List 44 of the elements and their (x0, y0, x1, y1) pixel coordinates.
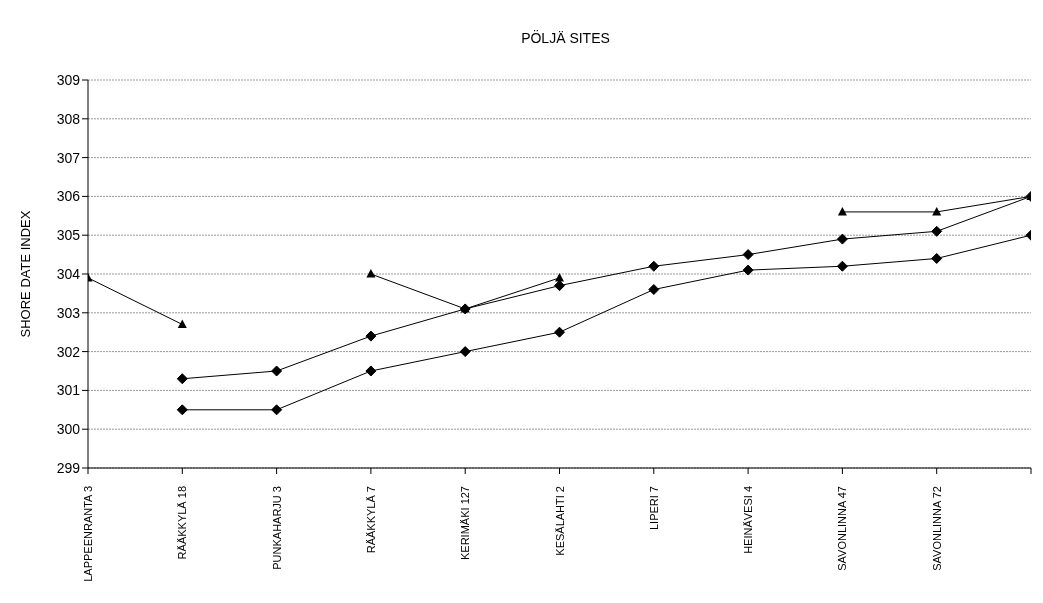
x-tick-label: RÄÄKKYLÄ 7 (364, 486, 377, 554)
x-tick-label: PUNKAHARJU 3 (270, 486, 283, 570)
y-axis-title: SHORE DATE INDEX (17, 210, 33, 338)
x-tick-label: LIPERI 7 (647, 486, 660, 531)
point (931, 225, 943, 237)
x-tick-label: KERIMÄKI 127 (459, 486, 472, 560)
y-tick-label: 301 (56, 382, 81, 399)
point (554, 280, 565, 292)
y-tick-label: 302 (56, 343, 81, 360)
point (837, 206, 847, 216)
point (836, 260, 848, 272)
point (365, 330, 377, 342)
x-tick-label: SAVONLINNA 47 (836, 486, 849, 571)
y-tick-label: 300 (56, 421, 81, 438)
y-tick-label: 309 (56, 71, 81, 88)
point (931, 252, 943, 264)
point (932, 206, 942, 216)
y-tick-label: 307 (56, 149, 81, 166)
point (648, 284, 660, 296)
y-tick-label: 299 (56, 459, 81, 476)
point (742, 264, 754, 276)
y-tick-label: 306 (56, 188, 81, 205)
point (366, 269, 376, 278)
point (742, 249, 754, 261)
point (177, 319, 187, 328)
x-tick-label: LAPPEENRANTA 3 (82, 486, 94, 582)
x-tick-label: HEINÄVESI 4 (742, 486, 755, 554)
chart-title: PÖLJÄ SITES (520, 30, 611, 46)
x-tick-label: RÄÄKKYLÄ 18 (176, 486, 189, 560)
point (271, 404, 283, 416)
y-tick-label: 308 (56, 110, 81, 127)
point (554, 326, 565, 338)
y-tick-label: 303 (56, 304, 81, 321)
point (176, 373, 188, 385)
point (365, 365, 377, 377)
point (176, 404, 188, 416)
x-tick-label: KESÄLAHTI 2 (553, 486, 566, 556)
y-tick-label: 304 (56, 265, 81, 282)
y-tick-label: 305 (56, 227, 81, 244)
point (459, 346, 471, 358)
point (836, 233, 848, 245)
point (648, 260, 660, 272)
point (271, 365, 283, 377)
x-tick-label: SAVONLINNA 72 (930, 486, 943, 571)
